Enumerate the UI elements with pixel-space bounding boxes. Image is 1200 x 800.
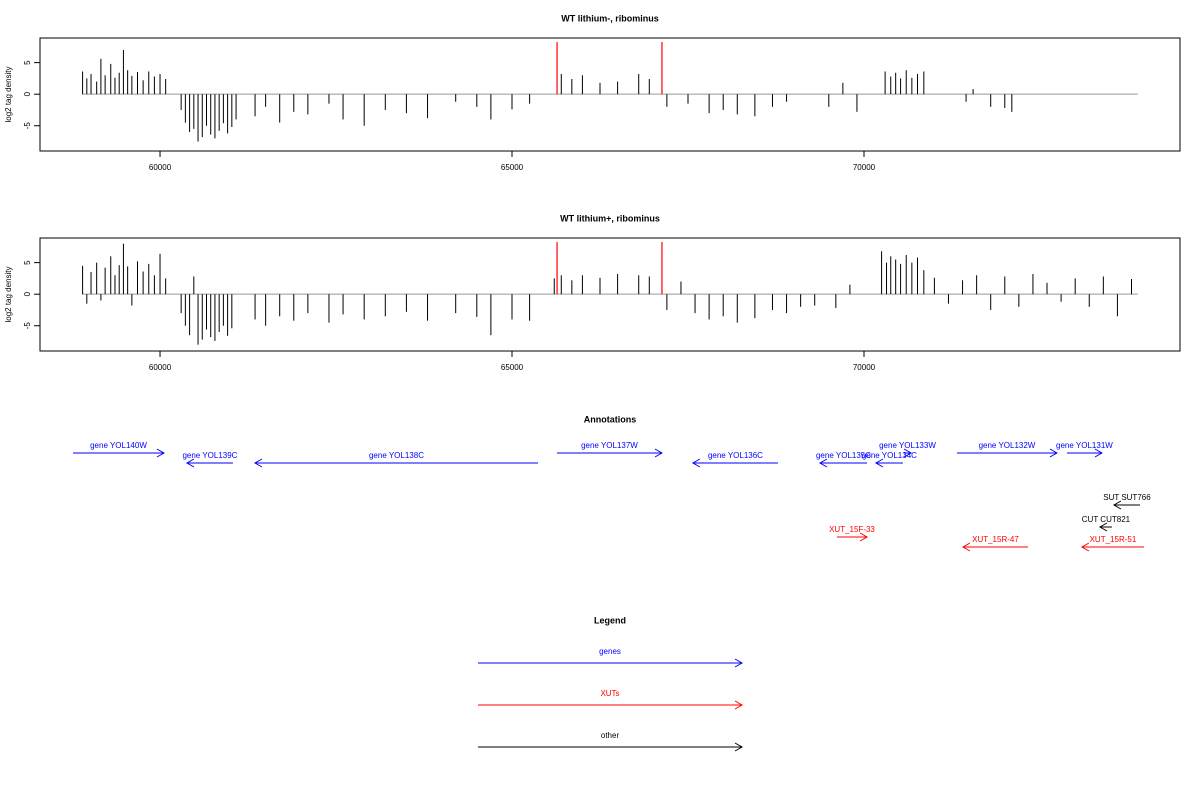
legend-arrow-head — [734, 700, 744, 710]
feature-label: gene YOL137W — [581, 441, 638, 450]
legend-arrow-head — [734, 742, 744, 752]
feature-arrow-head — [961, 542, 971, 552]
y-tick-label: -5 — [23, 122, 32, 130]
feature-label: gene YOL140W — [90, 441, 147, 450]
feature-arrow-head — [1094, 448, 1103, 458]
legend-title: Legend — [594, 615, 626, 625]
y-tick-label: 0 — [23, 291, 32, 296]
feature-arrow-head — [185, 458, 195, 468]
feature-label: gene YOL134C — [862, 451, 917, 460]
feature-label: gene YOL135C — [816, 451, 871, 460]
feature-label: gene YOL138C — [369, 451, 424, 460]
y-tick-label: 5 — [23, 60, 32, 65]
x-tick-label: 70000 — [853, 363, 876, 372]
feature-arrow-head — [654, 448, 663, 458]
feature-label: gene YOL133W — [879, 441, 936, 450]
feature-arrow-head — [1112, 500, 1122, 510]
y-tick-label: -5 — [23, 322, 32, 330]
x-tick-label: 60000 — [149, 363, 172, 372]
feature-label: gene YOL136C — [708, 451, 763, 460]
legend-label: other — [601, 731, 620, 740]
chart-title: WT lithium+, ribominus — [560, 213, 660, 223]
feature-arrow-head — [818, 458, 828, 468]
y-tick-label: 5 — [23, 260, 32, 265]
feature-arrow-head — [1098, 522, 1108, 532]
feature-label: XUT_15F-33 — [829, 525, 875, 534]
x-tick-label: 65000 — [501, 163, 524, 172]
feature-arrow-head — [1080, 542, 1090, 552]
feature-label: gene YOL139C — [182, 451, 237, 460]
feature-arrow-head — [156, 448, 165, 458]
feature-arrow-head — [903, 448, 913, 458]
feature-label: CUT CUT821 — [1082, 515, 1131, 524]
feature-label: gene YOL131W — [1056, 441, 1113, 450]
feature-arrow-head — [253, 458, 263, 468]
x-tick-label: 65000 — [501, 363, 524, 372]
chart-title: WT lithium-, ribominus — [561, 13, 659, 23]
feature-label: SUT SUT766 — [1103, 493, 1151, 502]
feature-label: XUT_15R-51 — [1090, 535, 1137, 544]
y-axis-label: log2 tag density — [4, 66, 13, 122]
legend-arrow-head — [734, 658, 744, 668]
feature-arrow-head — [691, 458, 701, 468]
x-tick-label: 70000 — [853, 163, 876, 172]
feature-label: gene YOL132W — [979, 441, 1036, 450]
feature-arrow-head — [874, 458, 884, 468]
y-axis-label: log2 tag density — [4, 266, 13, 322]
legend-label: XUTs — [600, 689, 619, 698]
feature-arrow-head — [1049, 448, 1058, 458]
feature-label: XUT_15R-47 — [972, 535, 1019, 544]
y-tick-label: 0 — [23, 91, 32, 96]
legend-label: genes — [599, 647, 621, 656]
feature-arrow-head — [859, 532, 869, 542]
annotations-title: Annotations — [584, 414, 637, 424]
x-tick-label: 60000 — [149, 163, 172, 172]
